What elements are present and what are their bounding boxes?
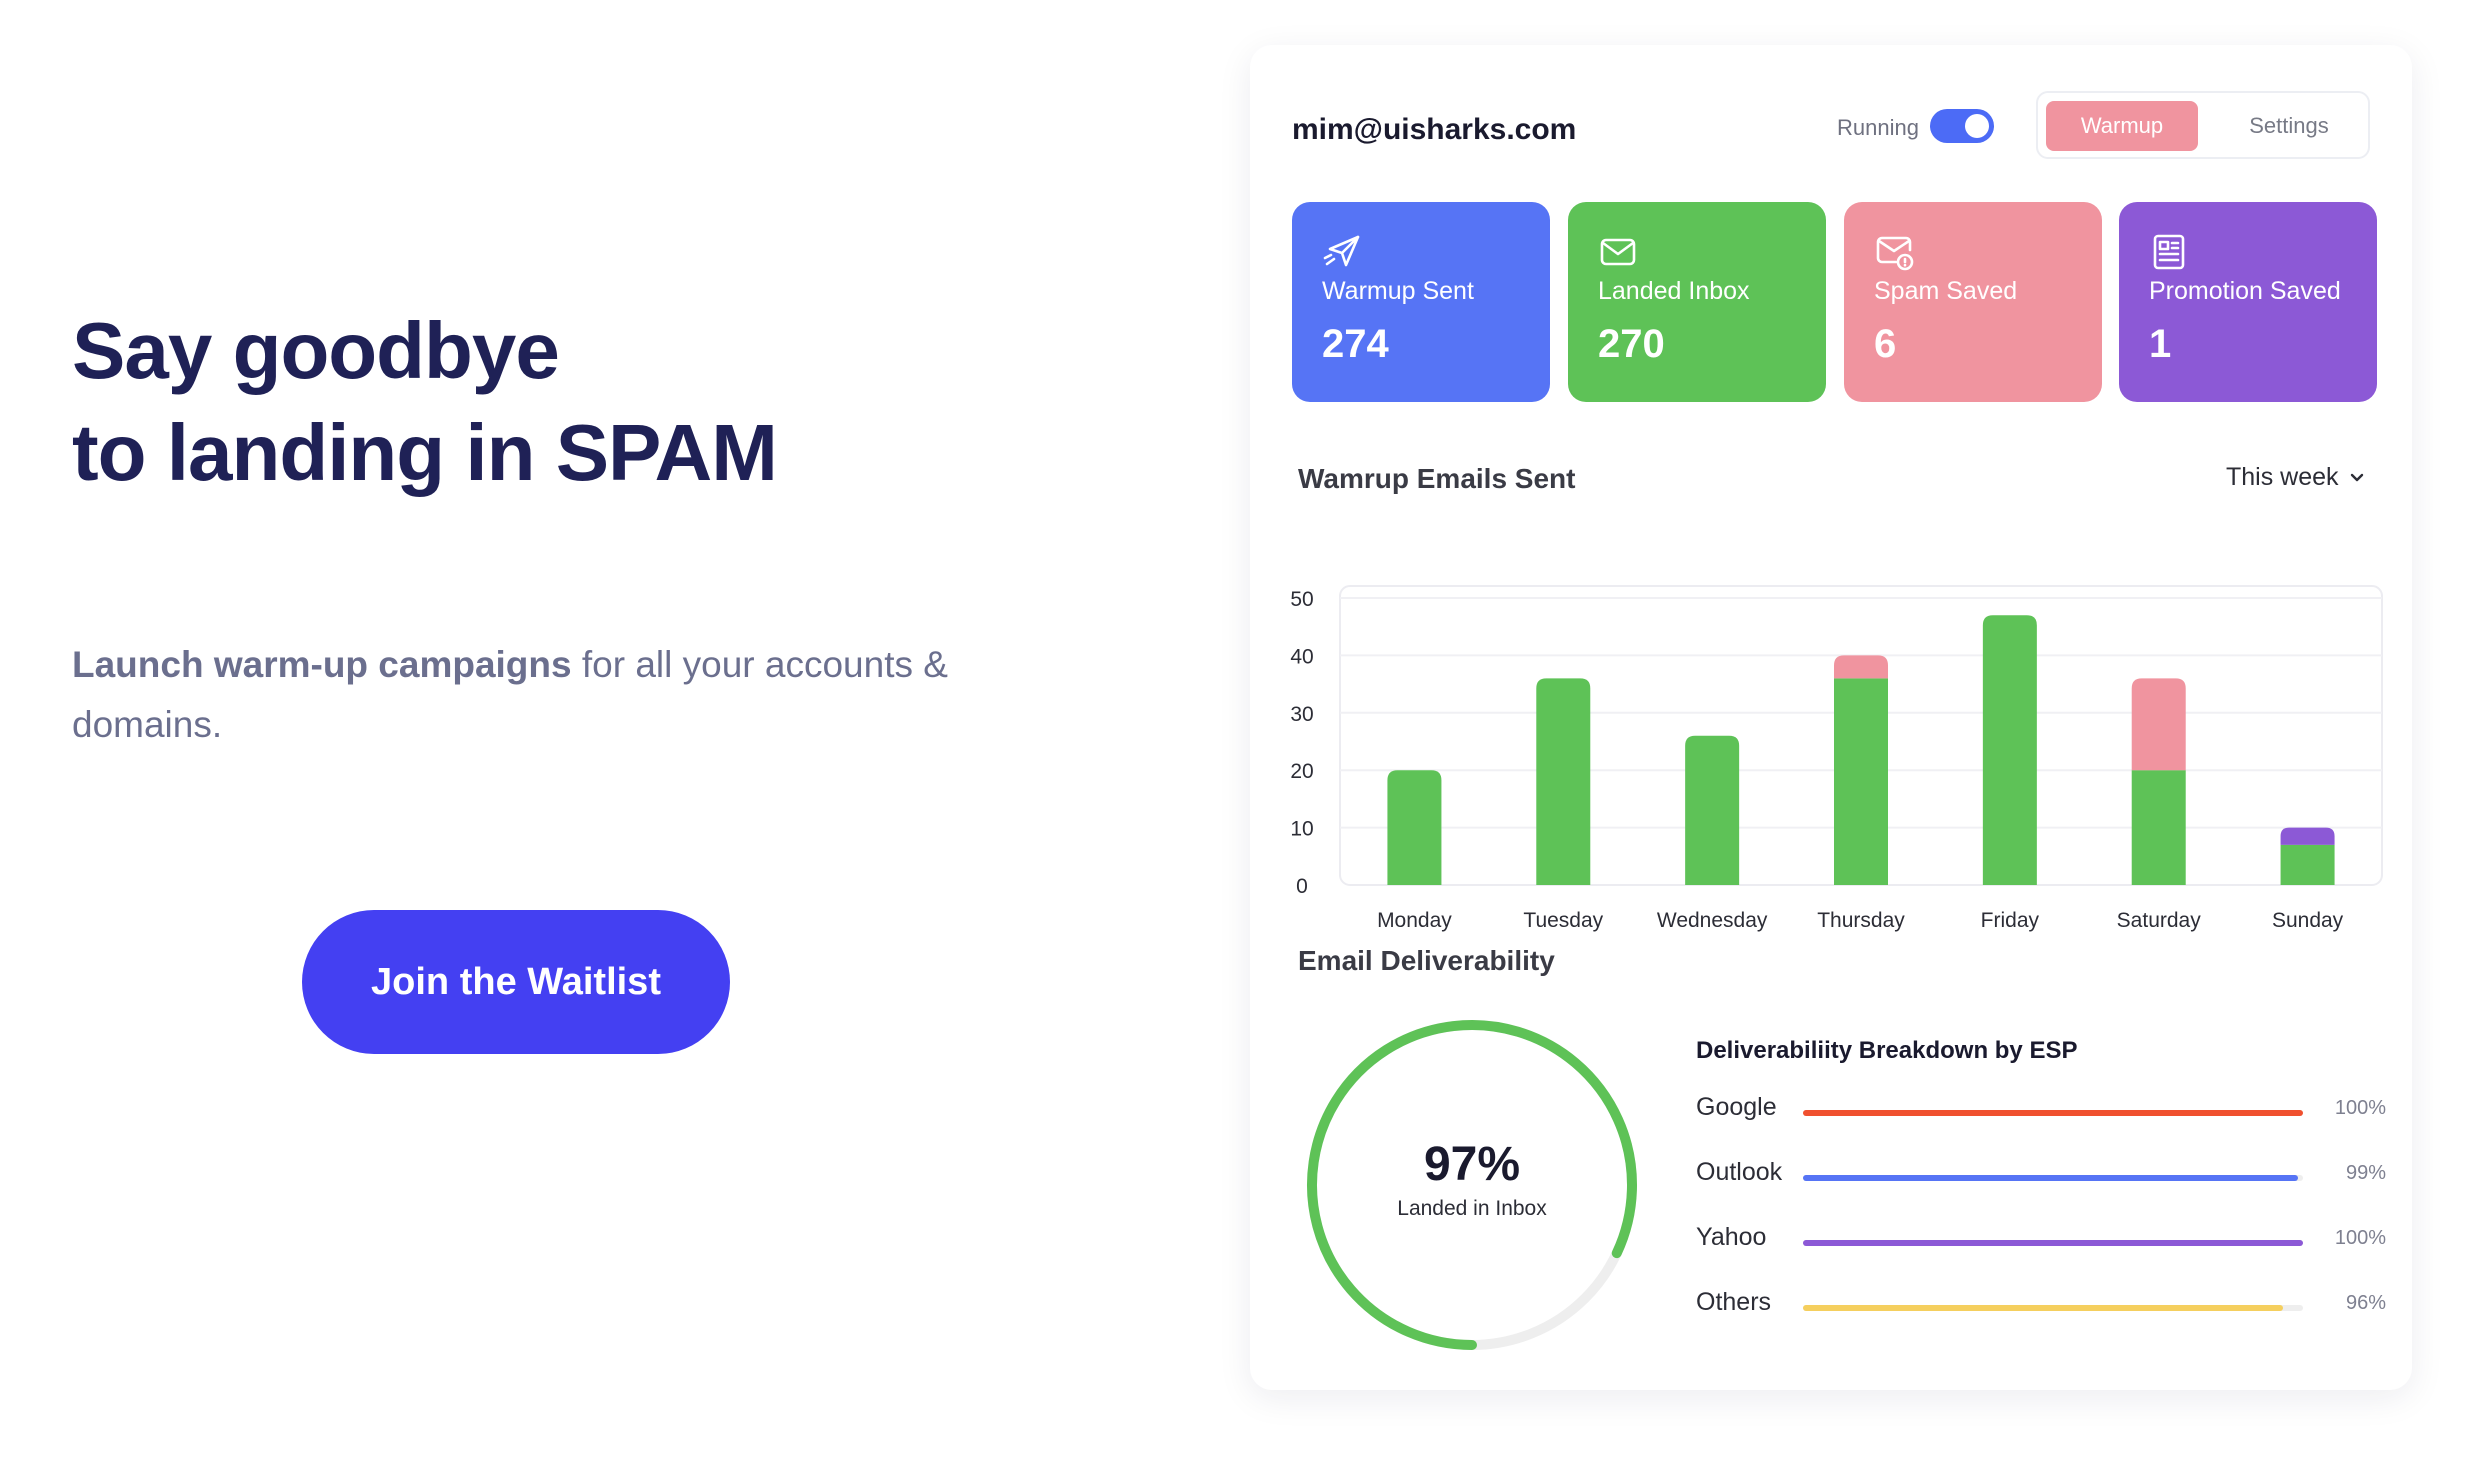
- hero-title-line-2: to landing in SPAM: [72, 408, 778, 497]
- y-tick-label: 0: [1296, 875, 1308, 898]
- esp-name: Outlook: [1696, 1158, 1783, 1186]
- bar-segment: [1387, 770, 1442, 885]
- envelope-alert-icon: [1876, 236, 1914, 271]
- stat-label: Landed Inbox: [1598, 277, 1750, 305]
- stat-card-warmup-sent: Warmup Sent 274: [1292, 202, 1550, 402]
- x-tick-label: Thursday: [1817, 909, 1905, 932]
- warmup-emails-bar-chart: 0 10 20 30 40 50 Monday Tuesday Wednesday Thursda…: [1290, 585, 2383, 932]
- newspaper-icon: [2153, 234, 2185, 270]
- join-waitlist-button[interactable]: Join the Waitlist: [302, 910, 730, 1054]
- esp-row-yahoo: Yahoo 100%: [1696, 1223, 2386, 1263]
- running-toggle[interactable]: [1930, 109, 1994, 143]
- esp-progress-track: [1803, 1110, 2303, 1116]
- bar-segment: [1982, 615, 2037, 885]
- stat-card-promotion-saved: Promotion Saved 1: [2119, 202, 2377, 402]
- esp-row-outlook: Outlook 99%: [1696, 1158, 2386, 1198]
- esp-progress-track: [1803, 1175, 2303, 1181]
- x-tick-label: Friday: [1981, 909, 2040, 932]
- esp-breakdown-title: Deliverabiliity Breakdown by ESP: [1696, 1037, 2078, 1064]
- bar-segment: [2131, 678, 2186, 771]
- x-tick-label: Wednesday: [1657, 909, 1768, 932]
- bar-segment: [1536, 678, 1591, 885]
- y-tick-label: 30: [1290, 703, 1313, 726]
- toggle-knob: [1965, 114, 1989, 138]
- esp-name: Others: [1696, 1288, 1772, 1316]
- esp-name: Google: [1696, 1093, 1777, 1121]
- x-tick-label: Tuesday: [1523, 909, 1603, 932]
- y-tick-label: 20: [1290, 760, 1313, 783]
- x-tick-label: Monday: [1377, 909, 1452, 932]
- esp-progress-track: [1803, 1305, 2303, 1311]
- stat-label: Promotion Saved: [2149, 277, 2341, 305]
- bar-segment: [1834, 678, 1888, 885]
- x-tick-label: Saturday: [2117, 909, 2202, 932]
- hero-title-line-1: Say goodbye: [72, 306, 560, 395]
- hero-subtitle: Launch warm-up campaigns for all your ac…: [72, 635, 972, 755]
- y-tick-label: 40: [1290, 645, 1313, 668]
- stat-value: 270: [1598, 322, 1665, 366]
- esp-progress-fill: [1803, 1305, 2283, 1311]
- running-label: Running: [1837, 115, 1919, 140]
- esp-percent: 96%: [2345, 1292, 2386, 1314]
- y-tick-label: 50: [1290, 588, 1313, 611]
- tab-warmup[interactable]: Warmup: [2046, 101, 2198, 151]
- paper-plane-icon: [1323, 235, 1360, 267]
- esp-row-others: Others 96%: [1696, 1288, 2386, 1328]
- hero-subtitle-emphasis: Launch warm-up campaigns: [72, 644, 572, 685]
- bar-segment: [1685, 735, 1740, 885]
- stat-card-landed-inbox: Landed Inbox 270: [1568, 202, 1826, 402]
- inbox-rate-gauge: [1307, 1020, 1637, 1350]
- stat-value: 6: [1874, 322, 1897, 366]
- account-email: mim@uisharks.com: [1292, 113, 1577, 146]
- gauge-arc: [1307, 1020, 1637, 1350]
- stat-card-spam-saved: Spam Saved 6: [1844, 202, 2102, 402]
- view-tabs: Warmup Settings: [2036, 91, 2370, 159]
- bar-segment: [2131, 770, 2186, 885]
- y-tick-label: 10: [1290, 818, 1313, 841]
- period-dropdown[interactable]: This week: [2226, 463, 2365, 492]
- inbox-rate-value: 97%: [1423, 1138, 1521, 1191]
- inbox-rate-label: Landed in Inbox: [1397, 1197, 1547, 1220]
- stat-value: 1: [2149, 322, 2172, 366]
- esp-percent: 100%: [2334, 1097, 2386, 1119]
- bar-segment: [2280, 844, 2335, 885]
- bar-segment: [2280, 827, 2335, 845]
- dashboard-card: mim@uisharks.com Running Warmup Settings…: [1250, 45, 2412, 1390]
- deliverability-section-title: Email Deliverability: [1298, 945, 1555, 976]
- esp-name: Yahoo: [1696, 1223, 1767, 1251]
- esp-progress-fill: [1803, 1110, 2303, 1116]
- esp-progress-track: [1803, 1240, 2303, 1246]
- tab-settings[interactable]: Settings: [2249, 113, 2329, 138]
- hero-subtitle-text: for all your accounts & domains.: [72, 644, 948, 745]
- envelope-icon: [1600, 238, 1636, 266]
- stat-value: 274: [1322, 322, 1389, 366]
- bar-segment: [1834, 655, 1888, 679]
- esp-row-google: Google 100%: [1696, 1093, 2386, 1133]
- esp-progress-fill: [1803, 1175, 2298, 1181]
- esp-percent: 99%: [2345, 1162, 2386, 1184]
- period-label: This week: [2226, 463, 2339, 491]
- stat-label: Spam Saved: [1874, 277, 2018, 305]
- chart-section-title: Wamrup Emails Sent: [1298, 463, 1576, 494]
- esp-progress-fill: [1803, 1240, 2303, 1246]
- esp-percent: 100%: [2334, 1227, 2386, 1249]
- stat-label: Warmup Sent: [1322, 277, 1474, 305]
- hero-title: Say goodbye to landing in SPAM: [72, 300, 778, 504]
- x-tick-label: Sunday: [2272, 909, 2344, 932]
- chevron-down-icon: [2350, 474, 2363, 482]
